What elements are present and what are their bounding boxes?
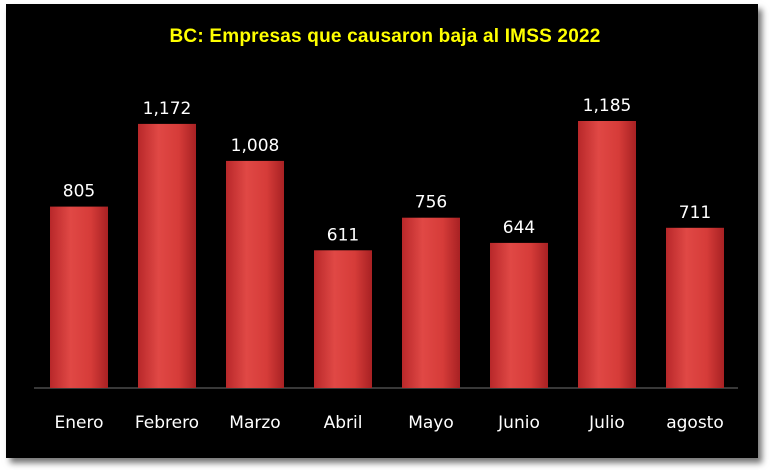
category-label-abril: Abril (324, 413, 363, 433)
value-label-junio: 644 (503, 218, 535, 238)
value-label-abril: 611 (327, 225, 359, 245)
bar-mayo (402, 217, 460, 388)
category-label-junio: Junio (497, 413, 540, 433)
category-label-febrero: Febrero (135, 413, 199, 433)
bar-agosto (666, 227, 724, 388)
bar-julio (578, 121, 636, 388)
bar-abril (314, 250, 372, 388)
value-label-julio: 1,185 (583, 96, 632, 116)
category-label-mayo: Mayo (408, 413, 454, 433)
category-label-julio: Julio (588, 413, 625, 433)
bar-febrero (138, 123, 196, 389)
value-label-marzo: 1,008 (231, 136, 280, 156)
value-label-mayo: 756 (415, 193, 447, 213)
category-label-enero: Enero (55, 413, 104, 433)
value-label-febrero: 1,172 (143, 99, 192, 119)
bar-marzo (226, 160, 284, 388)
chart-title: BC: Empresas que causaron baja al IMSS 2… (169, 26, 601, 47)
value-label-enero: 805 (63, 182, 95, 202)
value-label-agosto: 711 (679, 203, 711, 223)
category-label-agosto: agosto (666, 413, 724, 433)
bar-enero (50, 206, 108, 388)
bar-junio (490, 242, 548, 388)
category-label-marzo: Marzo (229, 413, 280, 433)
